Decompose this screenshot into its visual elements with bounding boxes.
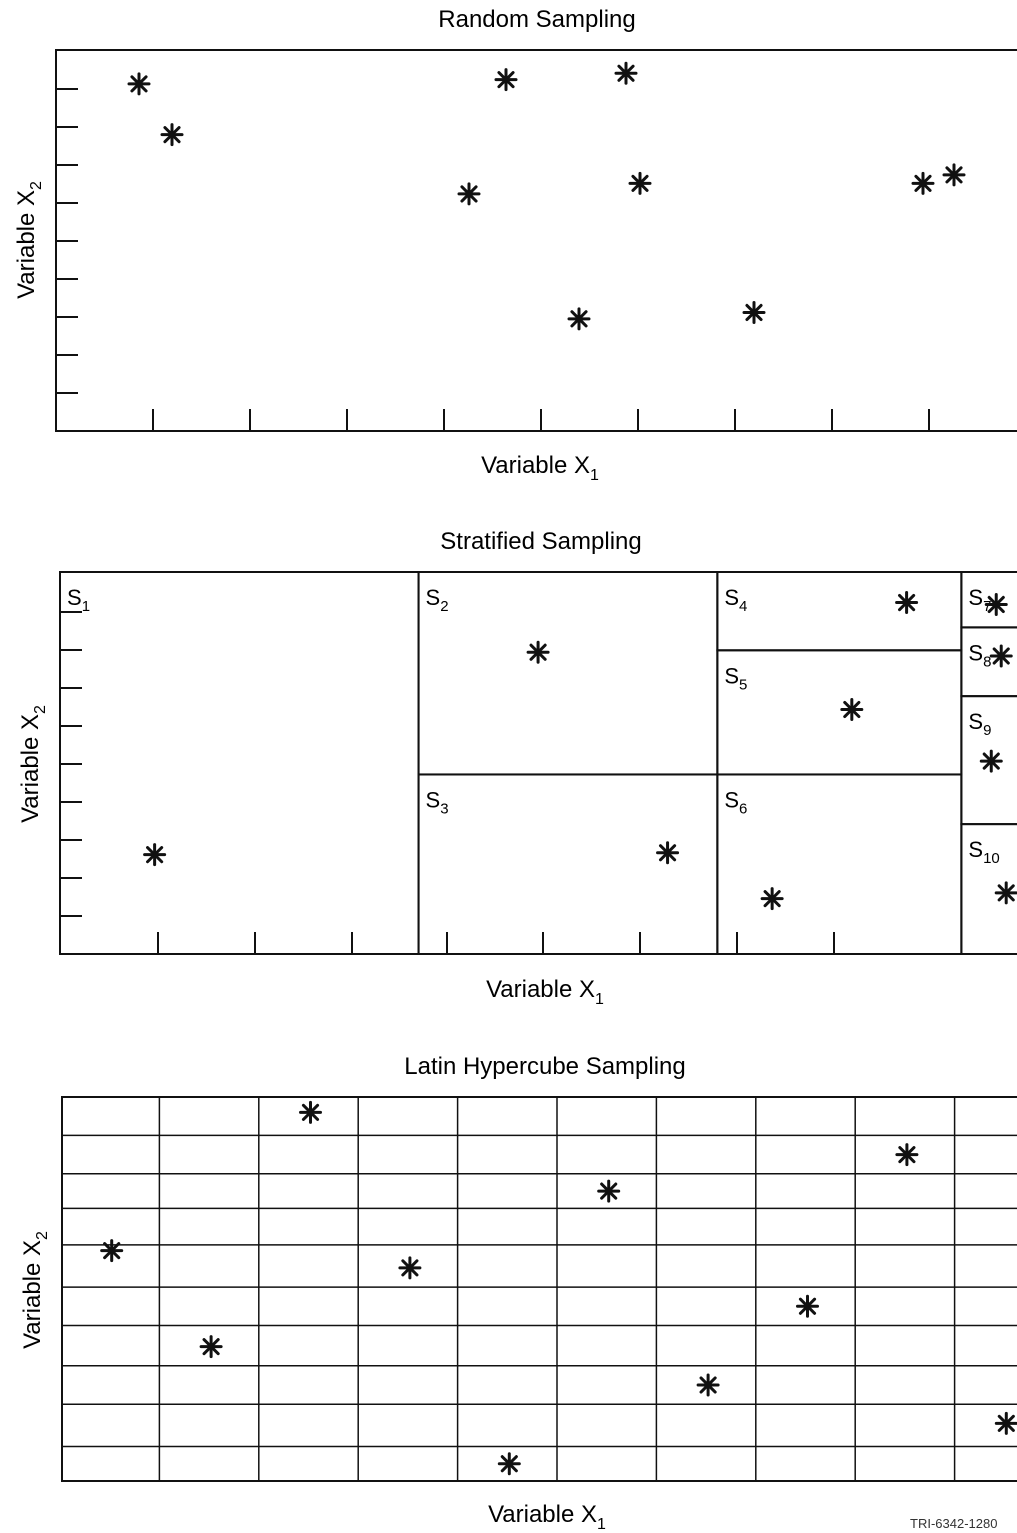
plot-frame bbox=[61, 1096, 1017, 1482]
data-point bbox=[299, 1100, 322, 1124]
data-point bbox=[796, 1294, 819, 1318]
stratum-box bbox=[59, 571, 420, 955]
data-point bbox=[760, 887, 784, 911]
panel-title: Stratified Sampling bbox=[440, 528, 641, 555]
data-point bbox=[597, 1179, 621, 1203]
y-axis-label: Variable X2 bbox=[17, 705, 49, 823]
panel-latin-hypercube: Latin Hypercube Sampling Variable X1 Var… bbox=[19, 1053, 1017, 1533]
data-point bbox=[100, 1239, 124, 1263]
data-point bbox=[457, 182, 481, 206]
points bbox=[100, 1100, 1017, 1476]
stratum-label: S1 bbox=[67, 585, 90, 615]
grid-lines bbox=[62, 1097, 1017, 1481]
y-axis-label: Variable X2 bbox=[13, 181, 45, 299]
data-point bbox=[840, 698, 864, 722]
stratum-label: S4 bbox=[724, 585, 747, 615]
panel-title: Latin Hypercube Sampling bbox=[404, 1053, 686, 1080]
data-point bbox=[942, 163, 966, 187]
figure-footnote: TRI-6342-1280 bbox=[910, 1516, 997, 1531]
y-axis-label: Variable X2 bbox=[19, 1231, 51, 1349]
plot-frame bbox=[59, 571, 1017, 955]
stratum-label: S2 bbox=[426, 585, 449, 615]
data-point bbox=[984, 592, 1008, 616]
stratum-label: S6 bbox=[724, 787, 747, 817]
x-axis-label: Variable X1 bbox=[481, 452, 599, 484]
data-point bbox=[656, 841, 680, 865]
stratum-box bbox=[716, 649, 963, 776]
data-point bbox=[989, 644, 1013, 668]
panel-random: Random Sampling Variable X1 Variable X2 bbox=[13, 6, 1017, 484]
stratum-label: S9 bbox=[968, 709, 991, 739]
points bbox=[127, 61, 966, 331]
plot-frame bbox=[55, 49, 1017, 432]
data-point bbox=[994, 881, 1017, 905]
data-point bbox=[143, 843, 167, 867]
axis-ticks bbox=[56, 88, 930, 431]
data-point bbox=[895, 1143, 919, 1167]
stratum-box bbox=[417, 773, 719, 956]
data-point bbox=[199, 1335, 223, 1359]
data-point bbox=[127, 72, 151, 96]
data-point bbox=[614, 61, 638, 85]
strata: S1 S2 S3 S4 S5 S6 S7 S8 S9 S10 bbox=[59, 571, 1017, 956]
data-point bbox=[526, 640, 550, 664]
stratum-label: S3 bbox=[426, 787, 449, 817]
axis-ticks bbox=[60, 611, 835, 954]
data-point bbox=[494, 68, 518, 92]
data-point bbox=[160, 123, 184, 147]
data-point bbox=[979, 749, 1003, 773]
data-point bbox=[628, 171, 652, 195]
stratum-box bbox=[716, 571, 963, 652]
stratum-box bbox=[417, 571, 719, 776]
stratum-label: S7 bbox=[968, 585, 991, 615]
x-axis-label: Variable X1 bbox=[488, 1501, 606, 1533]
data-point bbox=[911, 171, 935, 195]
data-point bbox=[895, 591, 919, 615]
data-point bbox=[696, 1373, 720, 1397]
stratum-box bbox=[716, 773, 963, 956]
panel-title: Random Sampling bbox=[438, 6, 635, 33]
points bbox=[143, 591, 1017, 911]
panel-stratified: Stratified Sampling S1 S2S3S4S5S6S7S8S9S1… bbox=[17, 528, 1017, 1008]
x-axis-label: Variable X1 bbox=[486, 976, 604, 1008]
stratum-label: S10 bbox=[968, 837, 999, 867]
stratum-label: S8 bbox=[968, 640, 991, 670]
data-point bbox=[994, 1411, 1017, 1435]
data-point bbox=[742, 300, 766, 324]
stratum-label: S5 bbox=[724, 663, 747, 693]
data-point bbox=[497, 1452, 521, 1476]
data-point bbox=[398, 1256, 422, 1280]
data-point bbox=[567, 307, 591, 331]
stratum-box bbox=[960, 823, 1017, 955]
